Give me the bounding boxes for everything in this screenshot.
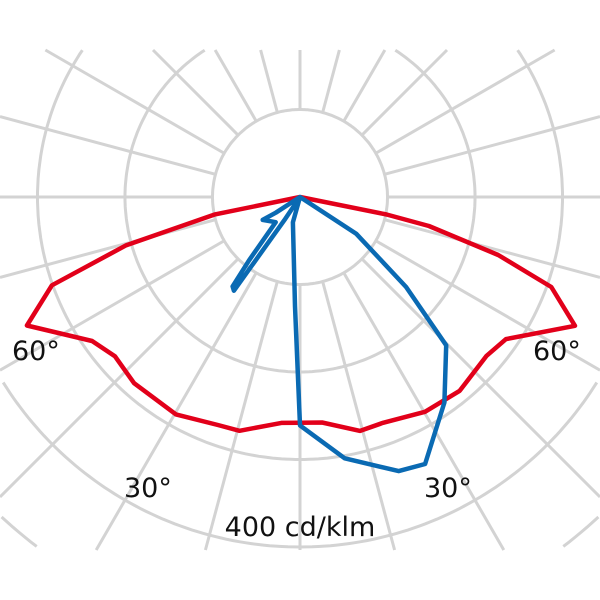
curves (24, 194, 578, 474)
grid-spoke (384, 115, 600, 176)
grid-spoke (44, 48, 225, 155)
grid-spoke (0, 257, 240, 499)
grid-spoke (203, 281, 279, 551)
grid-spoke (0, 239, 225, 372)
angle-label-right-30: 30° (424, 473, 472, 504)
grid-spoke (259, 49, 279, 113)
angle-label-right-60: 60° (533, 336, 581, 367)
angle-label-left-60: 60° (12, 336, 60, 367)
grid-spoke (360, 48, 449, 137)
series-curve-0 (24, 194, 578, 434)
grid-ring (36, 49, 564, 461)
grid-spoke (321, 49, 341, 113)
grid-ring (0, 515, 600, 548)
grid-spoke (0, 218, 216, 279)
grid-spoke (375, 48, 556, 155)
grid-spoke (384, 218, 600, 279)
angle-label-left-30: 30° (124, 473, 172, 504)
grid-ring (123, 48, 477, 374)
grid-spoke (151, 48, 240, 137)
scale-label: 400 cd/klm (225, 512, 376, 543)
grid-spoke (375, 239, 600, 372)
grid-ring (1, 381, 599, 549)
polar-grid (0, 48, 600, 551)
grid-spoke (321, 281, 397, 551)
grid-spoke (0, 115, 216, 176)
grid-spoke (213, 49, 258, 122)
grid-spoke (342, 49, 387, 122)
series-curve-1 (230, 194, 449, 474)
grid-spoke (360, 257, 600, 499)
grid-spoke (94, 272, 258, 551)
